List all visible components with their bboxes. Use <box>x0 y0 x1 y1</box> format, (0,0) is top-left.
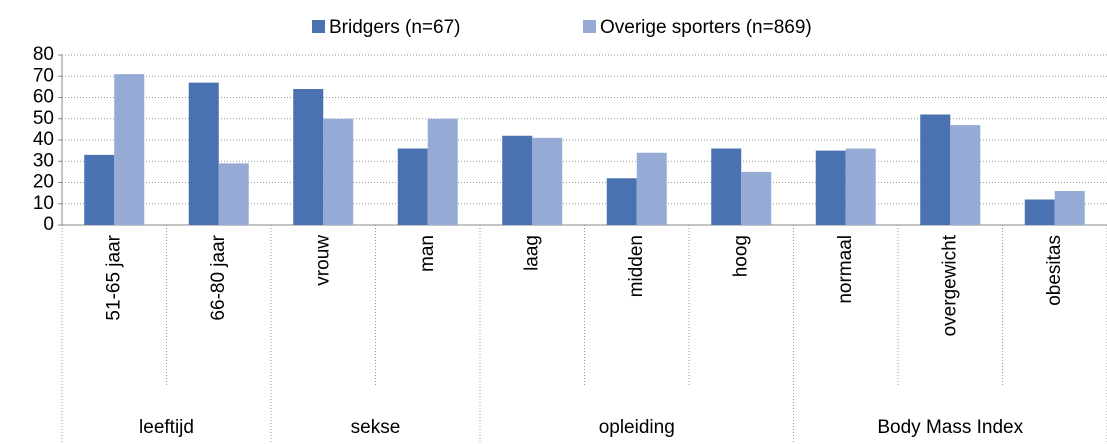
y-tick-label: 60 <box>33 87 54 108</box>
y-tick-label: 0 <box>43 214 54 235</box>
bar <box>815 150 846 225</box>
bar <box>606 178 637 225</box>
bar <box>1024 199 1055 225</box>
y-tick-label: 40 <box>33 129 54 150</box>
bar <box>1054 191 1085 225</box>
y-tick-label: 20 <box>33 172 54 193</box>
x-tick-label: midden <box>626 235 647 297</box>
bar <box>950 125 981 225</box>
x-tick-label: overgewicht <box>939 234 960 336</box>
bar <box>636 152 667 225</box>
bar <box>741 171 772 225</box>
bar <box>532 137 563 225</box>
legend-label: Bridgers (n=67) <box>329 17 460 38</box>
bar <box>845 148 876 225</box>
bar <box>920 114 951 225</box>
bar <box>293 89 324 225</box>
x-tick-label: laag <box>521 235 542 271</box>
y-tick-label: 80 <box>33 44 54 65</box>
bar <box>188 82 219 225</box>
x-tick-label: vrouw <box>312 235 333 286</box>
bar <box>502 135 533 225</box>
x-tick-label: hoog <box>730 235 751 277</box>
bar <box>397 148 428 225</box>
bar <box>427 118 458 225</box>
x-tick-label: 66-80 jaar <box>208 234 229 320</box>
group-label: Body Mass Index <box>877 417 1023 438</box>
y-tick-label: 10 <box>33 193 54 214</box>
bar <box>84 154 115 225</box>
x-tick-label: normaal <box>835 235 856 304</box>
group-label: leeftijd <box>139 417 194 438</box>
bar <box>711 148 742 225</box>
y-tick-label: 30 <box>33 150 54 171</box>
bar <box>218 163 249 225</box>
y-tick-label: 50 <box>33 108 54 129</box>
legend-label: Overige sporters (n=869) <box>600 17 812 38</box>
x-tick-label: 51-65 jaar <box>103 234 124 320</box>
group-label: sekse <box>351 417 401 438</box>
x-tick-label: obesitas <box>1044 235 1065 306</box>
legend-swatch <box>583 20 596 33</box>
x-tick-label: man <box>417 235 438 272</box>
bar <box>114 74 145 225</box>
group-label: opleiding <box>599 417 675 438</box>
bar <box>323 118 354 225</box>
legend-swatch <box>312 20 325 33</box>
y-tick-label: 70 <box>33 65 54 86</box>
